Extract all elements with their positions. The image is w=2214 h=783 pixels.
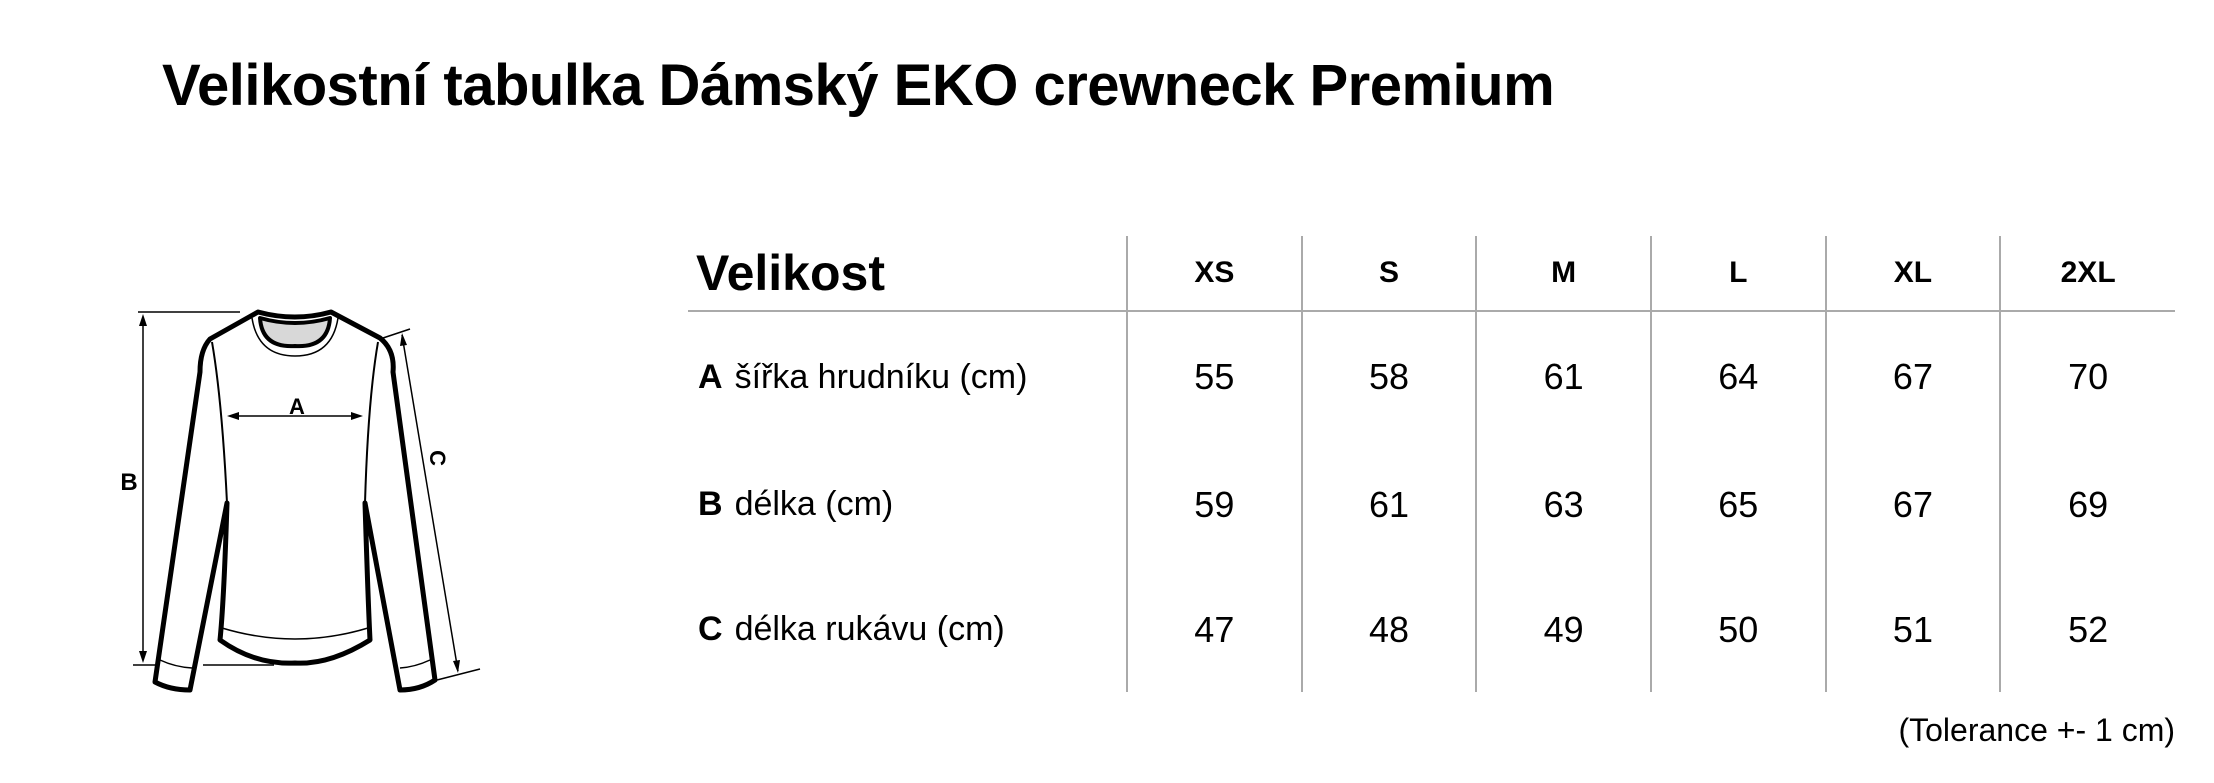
header-size-xl: XL <box>1824 236 2001 312</box>
header-size-xs: XS <box>1126 236 1302 312</box>
table-cell: 67 <box>1824 311 2001 442</box>
table-cell: 70 <box>1999 311 2175 442</box>
header-size-l: L <box>1649 236 1826 312</box>
table-cell: 51 <box>1824 567 2001 692</box>
table-cell: 61 <box>1475 311 1651 442</box>
table-cell: 63 <box>1475 442 1651 567</box>
header-size-label: Velikost <box>688 236 1127 312</box>
table-header-row: Velikost XS S M L XL 2XL <box>688 236 2175 312</box>
armhole-right <box>364 341 379 504</box>
sweater-outline <box>152 309 438 693</box>
label-a: A <box>289 394 305 419</box>
label-b: B <box>120 469 137 496</box>
table-cell: 49 <box>1475 567 1651 692</box>
cuff-right <box>399 659 431 669</box>
table-cell: 65 <box>1649 442 1826 567</box>
table-cell: 52 <box>1999 567 2175 692</box>
row-key: C <box>698 610 723 648</box>
row-label-text: šířka hrudníku (cm) <box>734 357 1028 396</box>
table-cell: 69 <box>1999 442 2175 567</box>
neck-rib <box>251 317 339 357</box>
header-size-s: S <box>1300 236 1477 312</box>
table-cell: 55 <box>1126 311 1302 442</box>
cuff-left <box>159 659 193 669</box>
page-title: Velikostní tabulka Dámský EKO crewneck P… <box>162 53 1555 118</box>
table-cell: 47 <box>1126 567 1302 692</box>
table-cell: 64 <box>1649 311 1826 442</box>
row-key: A <box>698 357 723 396</box>
neck-inner <box>258 316 332 349</box>
label-c: C <box>425 450 450 466</box>
table-cell: 58 <box>1300 311 1477 442</box>
header-size-m: M <box>1475 236 1651 312</box>
row-label-text: délka (cm) <box>734 485 894 523</box>
table-cell: 59 <box>1126 442 1302 567</box>
armhole-left <box>211 341 228 504</box>
table-cell: 67 <box>1824 442 2001 567</box>
table-cell: 48 <box>1300 567 1477 692</box>
table-cell: 61 <box>1300 442 1477 567</box>
row-label-text: délka rukávu (cm) <box>734 610 1005 648</box>
row-key: B <box>698 485 723 523</box>
table-cell: 50 <box>1649 567 1826 692</box>
tolerance-note: (Tolerance +- 1 cm) <box>1898 712 2175 748</box>
header-size-2xl: 2XL <box>1999 236 2175 312</box>
measure-c-line <box>401 334 459 672</box>
sweater-measurement-diagram: A B C <box>120 309 481 693</box>
hem-rib <box>221 627 369 640</box>
